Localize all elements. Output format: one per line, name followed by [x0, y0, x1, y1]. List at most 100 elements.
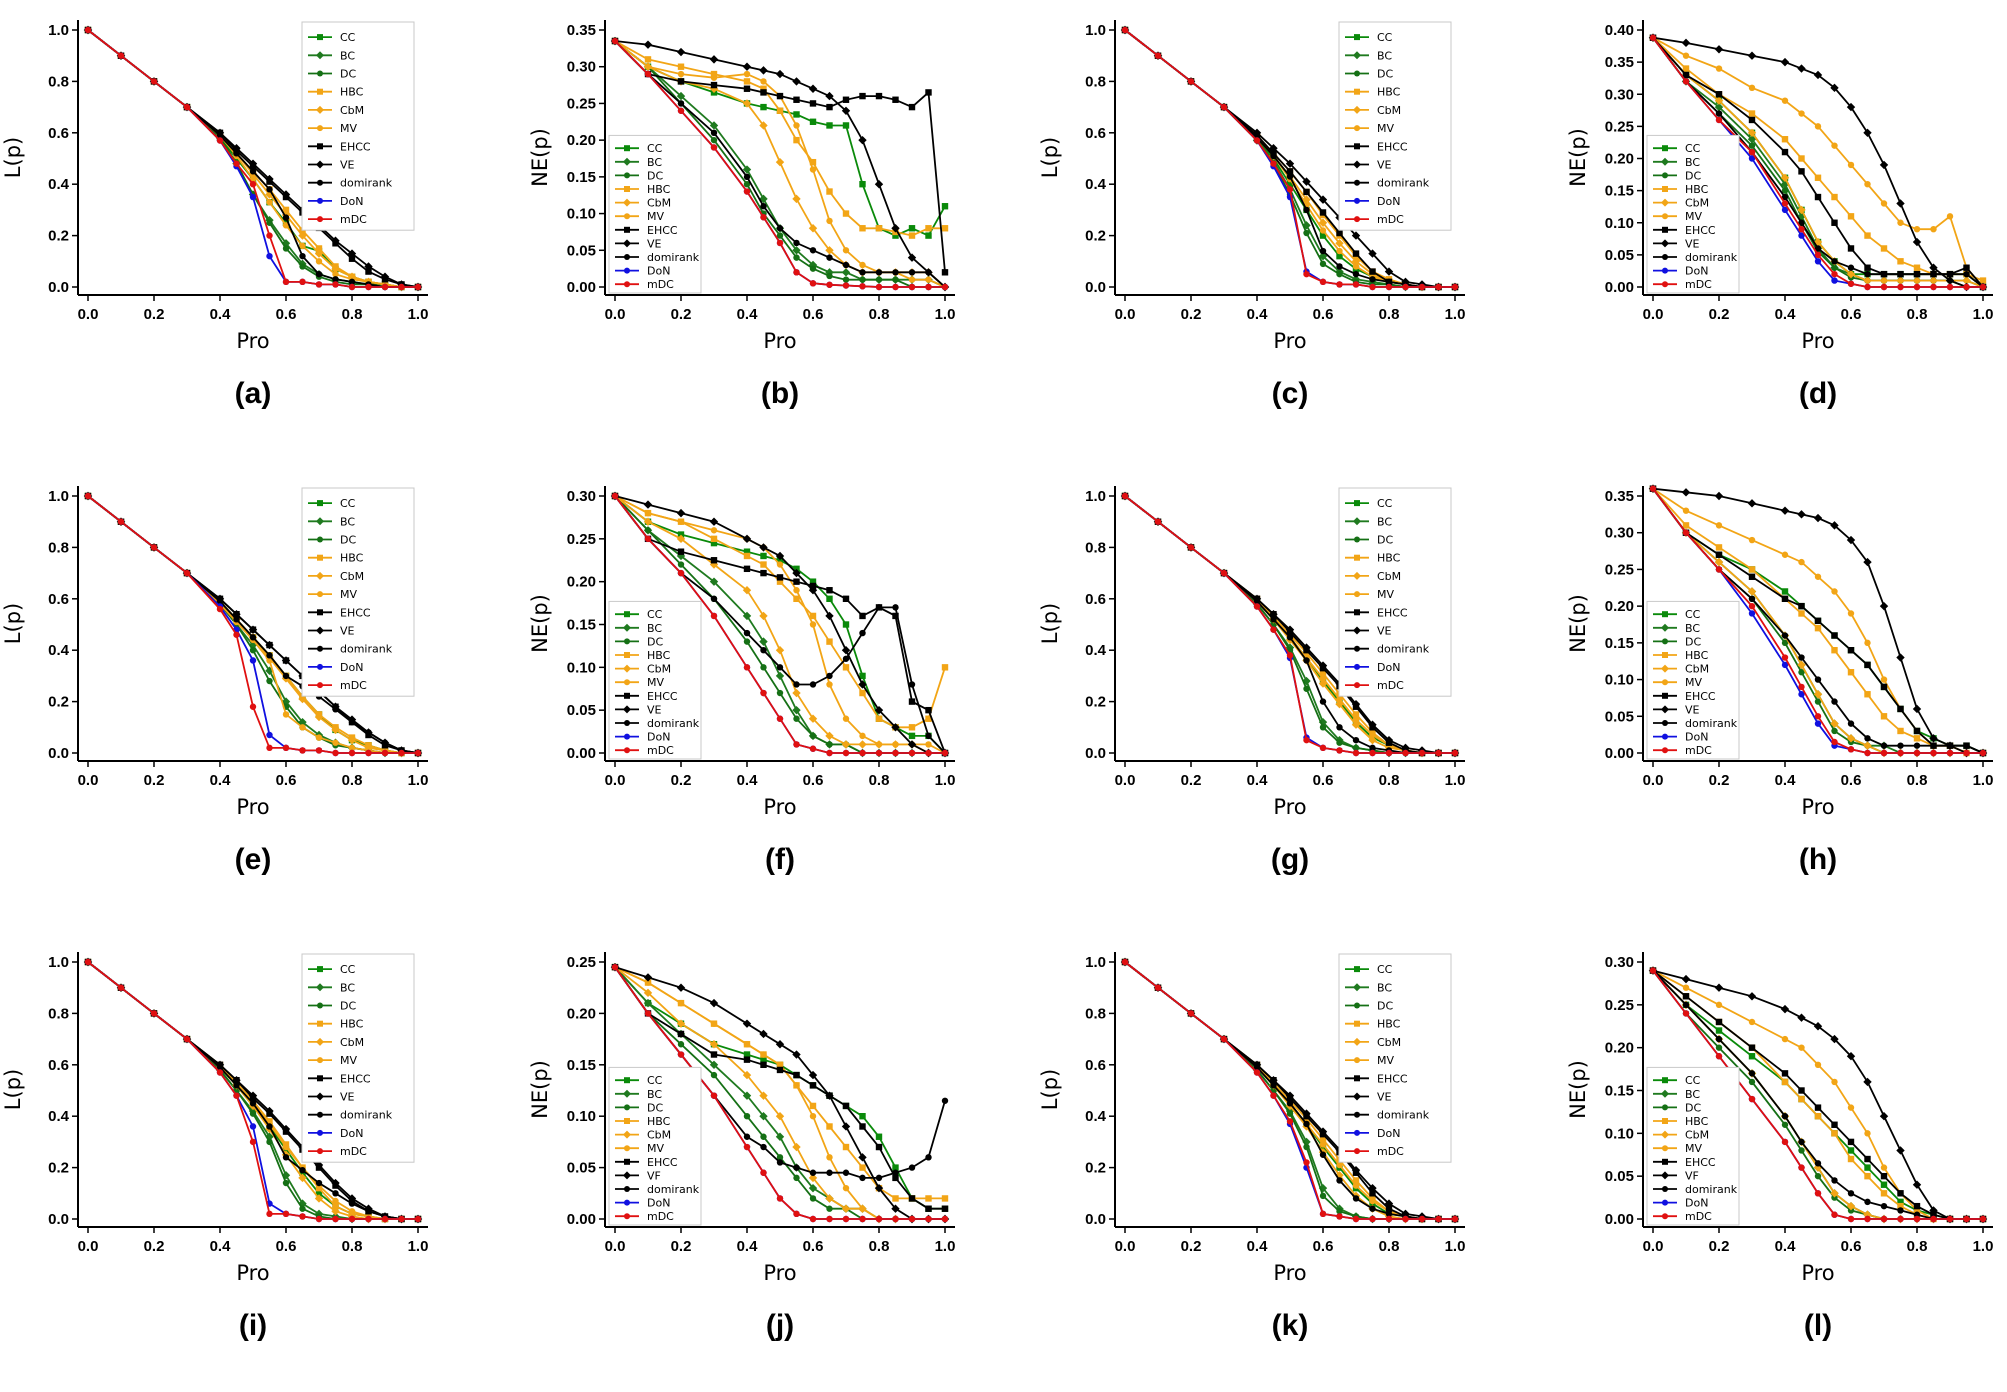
data-point [1814, 1172, 1822, 1180]
data-point [842, 261, 850, 269]
data-point [1847, 610, 1855, 617]
data-point [859, 1215, 866, 1223]
data-point [858, 680, 867, 689]
legend-swatch-marker [316, 517, 324, 526]
data-point [1715, 110, 1723, 117]
data-point [1929, 263, 1938, 272]
data-point [1879, 276, 1889, 285]
data-point [1336, 270, 1343, 278]
data-point [743, 1051, 751, 1058]
data-point [1913, 735, 1921, 742]
legend-label: BC [1685, 622, 1700, 635]
data-point [1369, 283, 1376, 291]
data-point [1897, 749, 1904, 757]
y-tick-label: 0.00 [1605, 1211, 1634, 1228]
legend-swatch-marker [317, 663, 323, 670]
chart-panel: 0.0 0.2 0.4 0.6 0.8 1.0 0.00 0.05 0.10 0.15 0.20 0.… [1566, 952, 2007, 1392]
legend-entry: CC [1345, 497, 1393, 510]
data-point [859, 1174, 866, 1182]
data-point [348, 744, 356, 752]
data-point [1897, 1202, 1904, 1210]
data-point [892, 1164, 899, 1171]
data-point [1814, 1061, 1822, 1068]
data-point [1303, 188, 1310, 196]
data-point [1286, 652, 1294, 659]
data-point [1798, 1087, 1805, 1094]
data-point [1798, 691, 1805, 698]
data-point [826, 1169, 833, 1176]
x-axis-label: Pro [1273, 1261, 1306, 1285]
legend-label: domirank [1377, 1109, 1430, 1122]
data-point [1682, 984, 1690, 991]
data-point [150, 78, 158, 85]
data-point [1748, 1070, 1756, 1077]
data-point [743, 85, 751, 92]
data-point [1319, 744, 1327, 752]
data-point [1302, 643, 1311, 652]
legend-entry: DoN [308, 1127, 363, 1140]
chart-panel: 0.0 0.2 0.4 0.6 0.8 1.0 0.00 0.05 0.10 0.15 0.20 0.… [1566, 484, 2007, 926]
data-point [1714, 557, 1724, 567]
data-point [826, 254, 833, 261]
data-point [808, 714, 818, 723]
legend-entry: HBC [1653, 183, 1709, 196]
series-mdc [84, 492, 422, 757]
data-point [776, 225, 784, 232]
data-point [1880, 676, 1888, 683]
data-point [710, 527, 718, 534]
data-point [1863, 1077, 1872, 1087]
legend-label: CbM [340, 104, 364, 117]
data-point [1930, 225, 1937, 233]
data-point [1748, 110, 1756, 117]
data-point [809, 621, 817, 628]
legend-swatch-marker [1662, 1186, 1668, 1192]
legend-label: domirank [1685, 251, 1738, 264]
legend-swatch-marker [1662, 1213, 1668, 1220]
data-point [776, 715, 784, 722]
data-point [1336, 695, 1343, 703]
legend-swatch-marker [623, 1089, 631, 1098]
data-point [150, 1010, 158, 1017]
data-point [793, 741, 800, 748]
legend-label: BC [647, 622, 662, 635]
data-point [1830, 719, 1839, 728]
legend-swatch-marker [623, 198, 631, 207]
legend-swatch-marker [1354, 216, 1360, 223]
legend-entry: VE [1653, 703, 1700, 716]
data-point [1270, 152, 1277, 160]
data-point [117, 984, 125, 991]
data-point [793, 681, 800, 688]
legend-swatch-marker [624, 267, 630, 274]
data-point [892, 604, 899, 611]
data-point [760, 203, 767, 210]
data-point [858, 740, 867, 749]
x-axis-label: Pro [1273, 795, 1306, 819]
data-point [908, 732, 916, 740]
data-point [1402, 1215, 1409, 1223]
legend-label: CbM [1685, 1129, 1709, 1142]
data-point [1319, 1210, 1327, 1218]
data-point [1798, 232, 1805, 239]
data-point [1798, 225, 1805, 233]
legend-entry: EHCC [1653, 690, 1716, 703]
data-point [1797, 205, 1806, 215]
data-point [1813, 513, 1823, 523]
data-point [925, 232, 932, 239]
data-point [233, 616, 240, 623]
data-point [414, 283, 422, 291]
data-point [1798, 110, 1805, 117]
data-point [742, 1091, 752, 1100]
data-point [1303, 206, 1310, 214]
subfigure-label: (f) [765, 843, 795, 876]
data-point [875, 715, 883, 722]
data-point [1864, 270, 1871, 278]
data-point [1962, 276, 1971, 285]
legend-entry: domirank [308, 177, 393, 190]
data-point [1781, 639, 1789, 647]
data-point [282, 1143, 290, 1151]
data-point [677, 531, 685, 538]
data-point [315, 1179, 323, 1187]
legend-label: HBC [647, 183, 671, 196]
data-point [1285, 159, 1295, 168]
legend-label: DC [1685, 169, 1701, 182]
